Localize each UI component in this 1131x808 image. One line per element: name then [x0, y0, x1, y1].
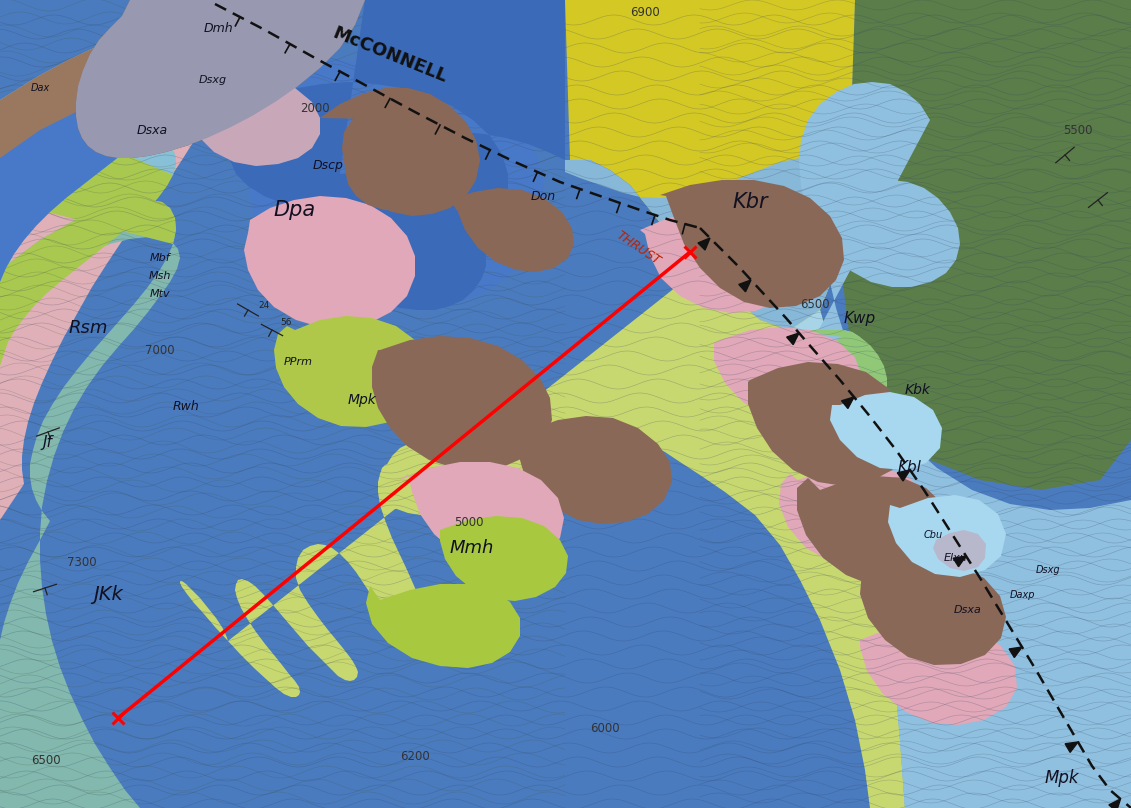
Text: Dpa: Dpa	[274, 200, 316, 220]
Polygon shape	[797, 476, 955, 586]
Text: Jf: Jf	[42, 436, 52, 451]
Text: McCONNELL: McCONNELL	[330, 23, 450, 86]
Polygon shape	[0, 140, 176, 366]
Polygon shape	[1108, 799, 1121, 808]
Polygon shape	[1065, 742, 1078, 752]
Text: 7000: 7000	[145, 343, 175, 356]
Text: Elxu: Elxu	[944, 553, 968, 563]
Polygon shape	[0, 90, 200, 520]
Polygon shape	[661, 180, 844, 308]
Polygon shape	[0, 0, 221, 178]
Text: Dsxa: Dsxa	[955, 605, 982, 615]
Polygon shape	[180, 268, 905, 808]
Text: 6500: 6500	[32, 754, 61, 767]
Polygon shape	[739, 280, 751, 292]
Polygon shape	[76, 0, 365, 158]
Text: Mbf: Mbf	[149, 253, 171, 263]
Text: Rwh: Rwh	[173, 399, 199, 413]
Polygon shape	[640, 212, 800, 313]
Text: THRUST: THRUST	[613, 229, 663, 267]
Text: Kwp: Kwp	[844, 310, 877, 326]
Polygon shape	[888, 495, 1005, 577]
Polygon shape	[274, 316, 430, 427]
Polygon shape	[244, 196, 415, 328]
Polygon shape	[188, 78, 320, 166]
Text: Mpk: Mpk	[347, 393, 377, 407]
Polygon shape	[320, 88, 480, 216]
Polygon shape	[228, 0, 566, 310]
Text: Dsxg: Dsxg	[1036, 565, 1061, 575]
Text: 56: 56	[280, 318, 292, 327]
Polygon shape	[789, 310, 985, 808]
Polygon shape	[0, 28, 197, 282]
Polygon shape	[698, 238, 710, 250]
Text: 5500: 5500	[1063, 124, 1093, 137]
Polygon shape	[830, 392, 942, 470]
Polygon shape	[0, 78, 320, 282]
Text: 6000: 6000	[590, 722, 620, 734]
Text: Kbl: Kbl	[898, 461, 922, 475]
Text: 5000: 5000	[455, 516, 484, 529]
Text: PPrm: PPrm	[284, 357, 312, 367]
Polygon shape	[860, 622, 1017, 725]
Text: 6200: 6200	[400, 750, 430, 763]
Polygon shape	[518, 416, 672, 524]
Polygon shape	[372, 336, 552, 470]
Polygon shape	[840, 0, 1131, 490]
Polygon shape	[440, 516, 568, 601]
Text: 6500: 6500	[801, 297, 830, 310]
Polygon shape	[933, 530, 986, 571]
Text: Daxp: Daxp	[1009, 590, 1035, 600]
Text: 7300: 7300	[67, 557, 97, 570]
Polygon shape	[366, 584, 520, 668]
Text: JKk: JKk	[93, 586, 123, 604]
Text: Dsxa: Dsxa	[137, 124, 167, 137]
Text: Mpk: Mpk	[1045, 769, 1079, 787]
Polygon shape	[450, 188, 575, 272]
Text: Dscp: Dscp	[312, 158, 344, 171]
Text: Dsxg: Dsxg	[199, 75, 227, 85]
Text: Cbu: Cbu	[923, 530, 942, 540]
Polygon shape	[860, 562, 1005, 665]
Polygon shape	[1009, 647, 1022, 658]
Text: 6900: 6900	[630, 6, 659, 19]
Polygon shape	[798, 82, 1131, 808]
Polygon shape	[714, 327, 862, 422]
Text: Rsm: Rsm	[68, 319, 107, 337]
Text: Don: Don	[530, 190, 555, 203]
Polygon shape	[159, 58, 544, 310]
Polygon shape	[76, 0, 365, 158]
Polygon shape	[841, 397, 854, 409]
Polygon shape	[787, 333, 798, 345]
Polygon shape	[953, 556, 966, 566]
Text: Mmh: Mmh	[450, 539, 494, 557]
Text: Mtv: Mtv	[149, 289, 171, 299]
Text: Kbr: Kbr	[732, 192, 768, 212]
Polygon shape	[779, 466, 933, 568]
Text: Msh: Msh	[149, 271, 171, 281]
Polygon shape	[748, 362, 910, 486]
Polygon shape	[566, 158, 845, 330]
Text: Kbk: Kbk	[905, 383, 931, 397]
Text: Dax: Dax	[31, 83, 50, 93]
Polygon shape	[0, 200, 180, 808]
Text: Dmh: Dmh	[204, 22, 233, 35]
Polygon shape	[566, 0, 855, 330]
Text: 24: 24	[258, 301, 269, 310]
Polygon shape	[400, 462, 564, 566]
Text: 2000: 2000	[300, 102, 330, 115]
Polygon shape	[897, 470, 910, 481]
Polygon shape	[789, 330, 887, 434]
